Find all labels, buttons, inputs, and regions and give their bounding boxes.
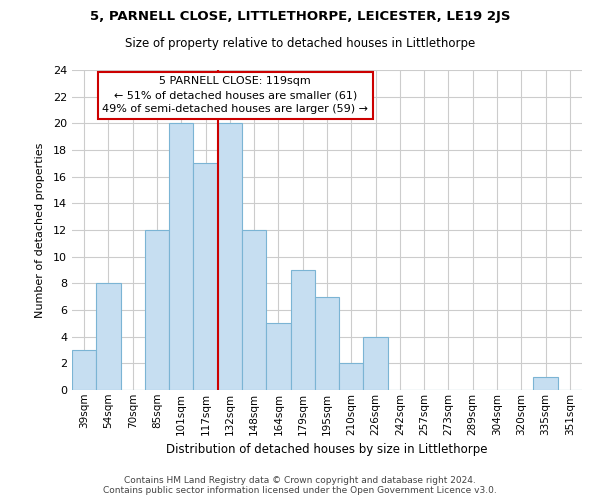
Bar	[315, 296, 339, 390]
Bar	[218, 124, 242, 390]
Y-axis label: Number of detached properties: Number of detached properties	[35, 142, 44, 318]
Bar	[339, 364, 364, 390]
Text: 5, PARNELL CLOSE, LITTLETHORPE, LEICESTER, LE19 2JS: 5, PARNELL CLOSE, LITTLETHORPE, LEICESTE…	[90, 10, 510, 23]
Bar	[96, 284, 121, 390]
Bar	[72, 350, 96, 390]
Bar	[266, 324, 290, 390]
Text: 5 PARNELL CLOSE: 119sqm
← 51% of detached houses are smaller (61)
49% of semi-de: 5 PARNELL CLOSE: 119sqm ← 51% of detache…	[102, 76, 368, 114]
Bar	[145, 230, 169, 390]
Text: Contains public sector information licensed under the Open Government Licence v3: Contains public sector information licen…	[103, 486, 497, 495]
Bar	[242, 230, 266, 390]
Bar	[169, 124, 193, 390]
Bar	[533, 376, 558, 390]
Bar	[290, 270, 315, 390]
X-axis label: Distribution of detached houses by size in Littlethorpe: Distribution of detached houses by size …	[166, 443, 488, 456]
Bar	[193, 164, 218, 390]
Text: Contains HM Land Registry data © Crown copyright and database right 2024.: Contains HM Land Registry data © Crown c…	[124, 476, 476, 485]
Bar	[364, 336, 388, 390]
Text: Size of property relative to detached houses in Littlethorpe: Size of property relative to detached ho…	[125, 38, 475, 51]
